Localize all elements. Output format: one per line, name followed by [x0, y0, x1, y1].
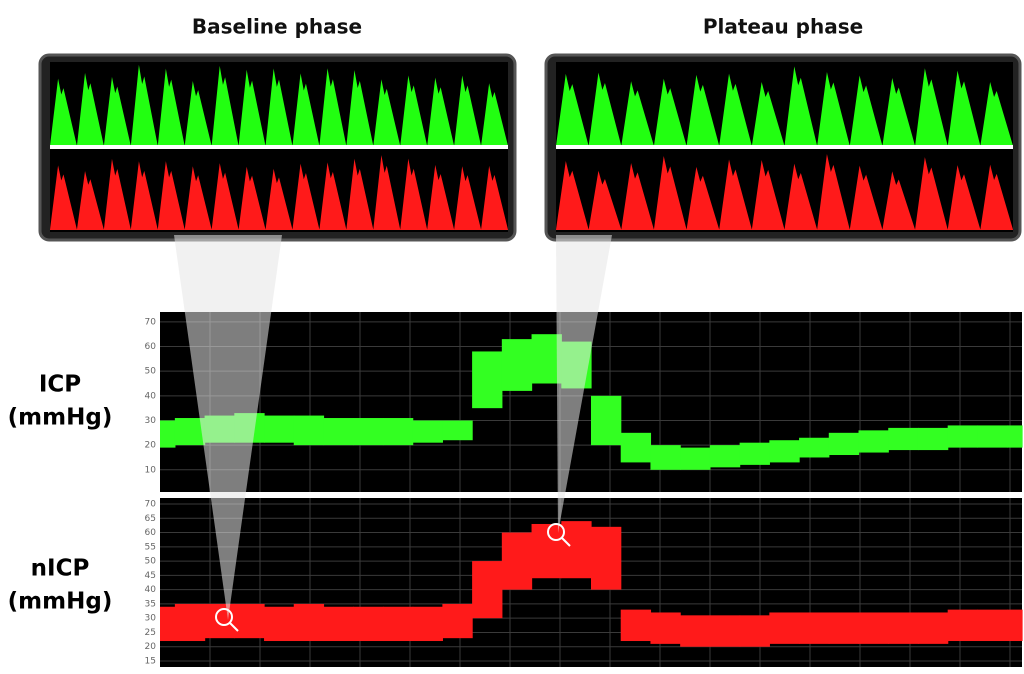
y-tick-label: 70	[145, 499, 157, 509]
range-band	[769, 612, 800, 644]
range-band	[888, 427, 919, 451]
range-band	[739, 442, 770, 465]
range-band	[680, 615, 711, 647]
y-tick-label: 50	[145, 557, 157, 567]
magnifier	[215, 523, 571, 632]
y-tick-label: 45	[145, 571, 156, 581]
range-band	[620, 432, 652, 463]
range-band	[323, 606, 354, 642]
range-band	[472, 561, 503, 619]
zoom-cone	[174, 235, 282, 620]
y-tick-label: 20	[145, 642, 157, 652]
range-band	[620, 609, 652, 642]
range-band	[769, 440, 800, 463]
y-tick-label: 65	[145, 514, 156, 524]
range-band	[501, 339, 533, 391]
y-label: ICP	[39, 372, 81, 398]
y-tick-label: 55	[145, 542, 156, 552]
range-band	[472, 351, 503, 409]
range-band	[264, 606, 295, 642]
y-tick-label: 10	[145, 465, 157, 475]
range-band	[947, 425, 979, 448]
range-band	[799, 612, 830, 644]
y-tick-label: 25	[145, 628, 156, 638]
range-band	[650, 612, 681, 644]
range-band	[1007, 609, 1023, 642]
range-band	[591, 395, 622, 446]
range-band	[234, 603, 265, 639]
range-band	[917, 612, 949, 644]
range-band	[650, 445, 681, 470]
y-tick-label: 70	[145, 317, 157, 327]
range-band	[442, 420, 473, 441]
y-tick-label: 30	[145, 614, 157, 624]
range-band	[858, 612, 889, 644]
range-band	[799, 437, 830, 458]
inset-wave	[50, 155, 508, 230]
y-tick-label: 30	[145, 416, 157, 426]
range-band	[353, 418, 384, 446]
range-band	[382, 418, 414, 446]
range-band	[828, 432, 860, 456]
range-band	[501, 532, 533, 590]
range-band	[1007, 425, 1023, 448]
inset-wave	[556, 66, 1013, 146]
range-band	[531, 523, 562, 579]
y-tick-label: 40	[145, 585, 157, 595]
y-tick-label: 60	[145, 342, 157, 352]
range-band	[323, 418, 354, 446]
range-band	[160, 420, 176, 448]
inset-divider	[50, 145, 508, 149]
y-label: (mmHg)	[8, 405, 113, 431]
range-band	[591, 526, 622, 590]
zoom-cone	[556, 235, 612, 533]
range-band	[412, 420, 443, 443]
y-tick-label: 35	[145, 599, 156, 609]
range-band	[412, 606, 443, 642]
y-tick-label: 50	[145, 367, 157, 377]
y-tick-label: 40	[145, 391, 157, 401]
inset-title: Plateau phase	[703, 15, 863, 39]
range-band	[828, 612, 860, 644]
y-label: (mmHg)	[8, 589, 113, 615]
range-band	[382, 606, 414, 642]
range-band	[709, 445, 741, 468]
range-band	[917, 427, 949, 451]
inset-wave	[50, 64, 508, 146]
range-band	[888, 612, 919, 644]
inset-wave	[556, 154, 1013, 230]
range-band	[561, 521, 592, 579]
inset-divider	[556, 145, 1013, 149]
range-band	[174, 418, 206, 446]
range-band	[293, 415, 325, 446]
range-band	[680, 447, 711, 470]
range-band	[353, 606, 384, 642]
range-band	[709, 615, 741, 647]
y-label: nICP	[31, 556, 90, 582]
range-band	[264, 415, 295, 443]
y-tick-label: 15	[145, 657, 156, 667]
range-band	[174, 603, 206, 642]
y-tick-label: 60	[145, 528, 157, 538]
y-tick-label: 20	[145, 441, 157, 451]
range-band	[160, 606, 176, 642]
range-band	[442, 603, 473, 639]
range-band	[947, 609, 979, 642]
range-band	[739, 615, 770, 647]
range-band	[977, 609, 1008, 642]
range-band	[858, 430, 889, 453]
range-band	[977, 425, 1008, 448]
inset-title: Baseline phase	[192, 15, 362, 39]
range-band	[293, 603, 325, 642]
